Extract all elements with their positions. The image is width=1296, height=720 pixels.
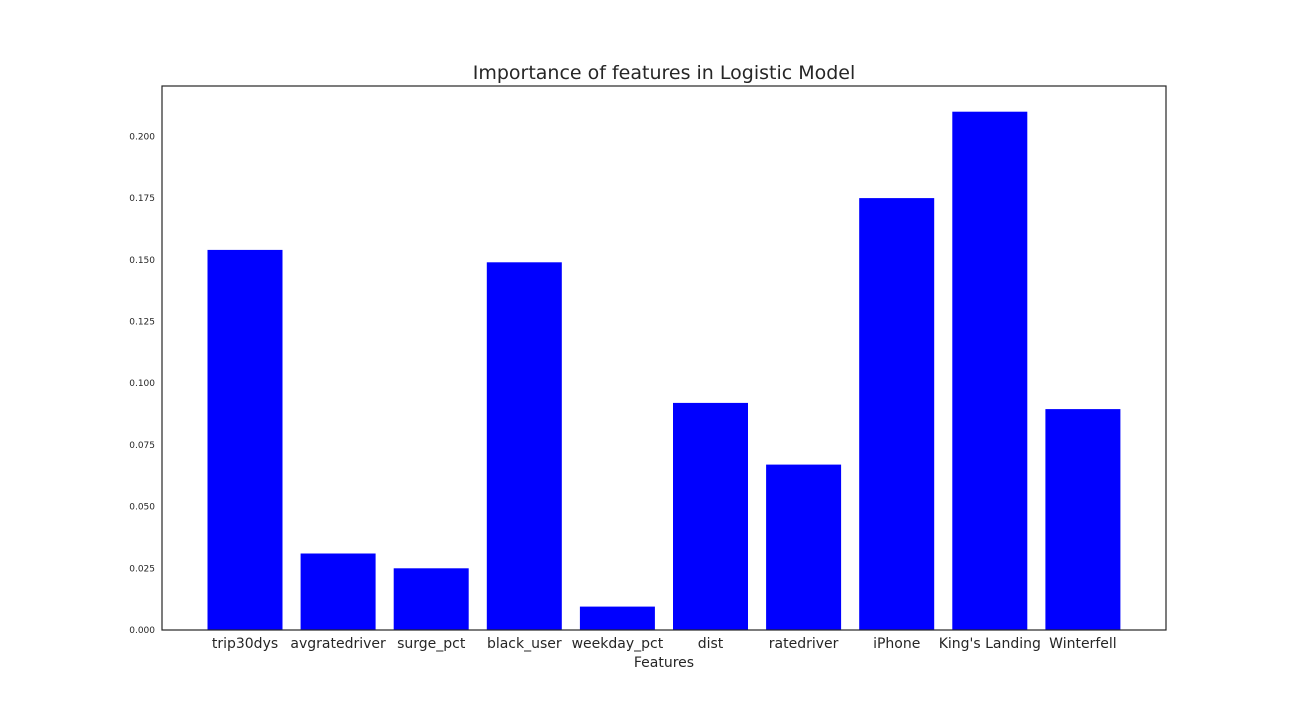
y-tick-label: 0.050	[129, 503, 155, 513]
bar-trip30dys	[207, 249, 283, 630]
bar-avgratedriver	[300, 553, 376, 630]
bar-black-user	[486, 262, 562, 630]
chart-title: Importance of features in Logistic Model	[473, 62, 856, 84]
x-tick-label: avgratedriver	[290, 636, 386, 652]
bar-weekday-pct	[579, 606, 655, 630]
bar-winterfell	[1045, 409, 1121, 630]
y-tick-label: 0.175	[129, 194, 155, 204]
bar-king-s-landing	[952, 111, 1028, 630]
bars-group	[207, 111, 1121, 630]
x-tick-label: King's Landing	[939, 636, 1041, 652]
x-axis-ticks: trip30dys avgratedriver surge_pct black_use…	[212, 636, 1117, 652]
x-tick-label: black_user	[487, 636, 562, 652]
x-tick-label: weekday_pct	[572, 636, 664, 652]
y-tick-label: 0.075	[129, 441, 155, 451]
bar-ratedriver	[766, 464, 842, 630]
x-tick-label: trip30dys	[212, 636, 278, 652]
y-tick-label: 0.200	[129, 132, 155, 142]
plot-frame	[161, 85, 1167, 631]
x-tick-label: surge_pct	[397, 636, 466, 652]
y-tick-label: 0.150	[129, 256, 155, 266]
bar-iphone	[859, 198, 935, 630]
y-axis-ticks: 0.000 0.025 0.050 0.075 0.100 0.125 0.150 0.175…	[129, 132, 155, 636]
y-tick-label: 0.100	[129, 379, 155, 389]
x-tick-label: Winterfell	[1049, 636, 1116, 652]
x-tick-label: iPhone	[873, 636, 920, 652]
y-tick-label: 0.125	[129, 318, 155, 328]
x-tick-label: ratedriver	[769, 636, 839, 652]
y-tick-label: 0.025	[129, 564, 155, 574]
x-axis-label: Features	[634, 655, 694, 671]
bar-dist	[673, 402, 748, 630]
bar-surge-pct	[393, 568, 469, 630]
x-tick-label: dist	[698, 636, 724, 652]
y-tick-label: 0.000	[129, 626, 155, 636]
